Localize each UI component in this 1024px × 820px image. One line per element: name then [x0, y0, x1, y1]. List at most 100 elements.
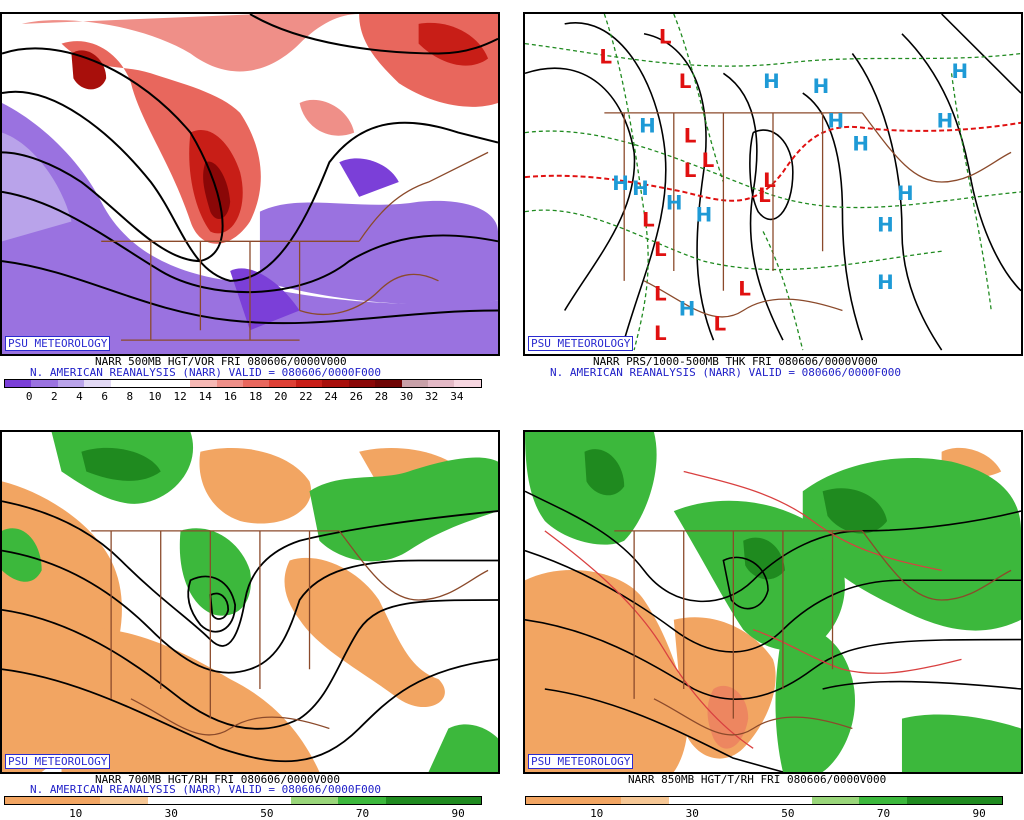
color-swatch — [385, 797, 434, 804]
scale-label: 90 — [451, 807, 465, 820]
caption-line1: NARR 850MB HGT/T/RH FRI 080606/0000V000 — [628, 773, 887, 786]
color-swatch — [195, 797, 243, 804]
color-swatch — [859, 797, 907, 804]
caption-line2: N. AMERICAN REANALYSIS (NARR) VALID = 08… — [30, 783, 381, 796]
svg-text:H: H — [813, 75, 830, 98]
scale-label: 24 — [324, 390, 338, 403]
scale-label: 4 — [76, 390, 83, 403]
color-swatch — [57, 380, 85, 387]
caption-line1: NARR 500MB HGT/VOR FRI 080606/0000V000 — [95, 355, 347, 368]
color-swatch — [5, 380, 32, 387]
map-850mb-svg — [525, 432, 1021, 772]
svg-text:L: L — [713, 312, 726, 335]
color-swatch — [573, 797, 622, 804]
color-swatch — [242, 797, 291, 804]
color-swatch — [906, 797, 955, 804]
color-swatch — [811, 797, 860, 804]
map-pressure: L L L L L L L L L L L L L L H H H H H H — [523, 12, 1023, 356]
scale-label: 10 — [590, 807, 604, 820]
scale-label: 70 — [355, 807, 370, 820]
svg-text:H: H — [877, 271, 894, 294]
svg-text:H: H — [632, 177, 649, 200]
svg-text:H: H — [952, 60, 969, 83]
map-700mb: PSU METEOROLOGY — [0, 430, 500, 774]
scale-label: 14 — [198, 390, 212, 403]
color-swatch — [954, 797, 1002, 804]
color-swatch — [621, 797, 669, 804]
scale-label: 28 — [374, 390, 388, 403]
map-pressure-svg: L L L L L L L L L L L L L L H H H H H H — [525, 14, 1021, 354]
svg-text:L: L — [659, 26, 672, 49]
color-swatch — [31, 380, 58, 387]
rh-color-bar — [525, 796, 1003, 805]
scale-label: 22 — [299, 390, 313, 403]
color-swatch — [433, 797, 481, 804]
rh-scale-labels: 10 30 50 70 90 — [4, 808, 482, 820]
scale-label: 20 — [274, 390, 288, 403]
svg-text:L: L — [654, 283, 667, 306]
color-swatch — [137, 380, 164, 387]
rh-color-bar — [4, 796, 482, 805]
svg-text:L: L — [599, 45, 612, 68]
map-700mb-svg — [2, 432, 498, 772]
color-swatch — [5, 797, 53, 804]
scale-label: 90 — [972, 807, 986, 820]
caption-line1: NARR PRS/1000-500MB THK FRI 080606/0000V… — [593, 355, 878, 368]
map-850mb: PSU METEOROLOGY — [523, 430, 1023, 774]
svg-text:H: H — [937, 110, 954, 133]
svg-text:H: H — [828, 110, 845, 133]
color-swatch — [428, 380, 455, 387]
caption-line2: N. AMERICAN REANALYSIS (NARR) VALID = 08… — [550, 366, 901, 379]
scale-label: 16 — [223, 390, 238, 403]
color-swatch — [763, 797, 812, 804]
color-swatch — [147, 797, 196, 804]
svg-text:L: L — [679, 70, 692, 93]
psu-meteorology-badge: PSU METEOROLOGY — [5, 336, 111, 351]
svg-text:L: L — [738, 278, 751, 301]
color-swatch — [163, 380, 191, 387]
svg-text:H: H — [666, 192, 683, 215]
color-swatch — [526, 797, 574, 804]
color-swatch — [348, 380, 376, 387]
svg-text:L: L — [654, 322, 667, 345]
psu-meteorology-badge: PSU METEOROLOGY — [528, 336, 634, 351]
svg-text:L: L — [758, 184, 771, 207]
scale-label: 8 — [126, 390, 134, 403]
svg-text:H: H — [763, 70, 780, 93]
scale-label: 30 — [164, 807, 178, 820]
color-swatch — [52, 797, 101, 804]
color-swatch — [668, 797, 717, 804]
map-500mb-svg — [2, 14, 498, 354]
color-swatch — [242, 380, 270, 387]
scale-label: 0 — [25, 390, 33, 403]
color-swatch — [190, 380, 217, 387]
scale-label: 50 — [781, 807, 795, 820]
color-swatch — [269, 380, 296, 387]
scale-label: 26 — [349, 390, 363, 403]
svg-text:H: H — [696, 204, 713, 227]
scale-label: 6 — [101, 390, 108, 403]
psu-meteorology-badge: PSU METEOROLOGY — [528, 754, 634, 769]
panel-850mb-temp-rh: PSU METEOROLOGY NARR 850MB HGT/T/RH FRI … — [513, 420, 1024, 819]
scale-label: 10 — [148, 390, 162, 403]
caption-line2: N. AMERICAN REANALYSIS (NARR) VALID = 08… — [30, 366, 381, 379]
map-500mb: PSU METEOROLOGY — [0, 12, 500, 356]
color-swatch — [295, 380, 323, 387]
svg-text:L: L — [654, 238, 667, 261]
svg-text:H: H — [897, 182, 914, 205]
scale-label: 32 — [425, 390, 439, 403]
scale-label: 18 — [248, 390, 263, 403]
scale-label: 30 — [399, 390, 414, 403]
svg-text:H: H — [877, 213, 894, 236]
psu-meteorology-badge: PSU METEOROLOGY — [5, 754, 111, 769]
scale-label: 10 — [69, 807, 83, 820]
color-swatch — [290, 797, 339, 804]
color-swatch — [100, 797, 148, 804]
vorticity-scale-labels: 0 2 4 6 8 10 12 14 16 18 20 22 24 26 28 30 32 34 — [4, 391, 482, 403]
panel-700mb-rh: PSU METEOROLOGY NARR 700MB HGT/RH FRI 08… — [0, 420, 511, 819]
svg-text:H: H — [679, 297, 696, 320]
svg-text:H: H — [639, 115, 656, 138]
scale-label: 12 — [173, 390, 187, 403]
scale-label: 34 — [450, 390, 464, 403]
color-swatch — [401, 380, 428, 387]
